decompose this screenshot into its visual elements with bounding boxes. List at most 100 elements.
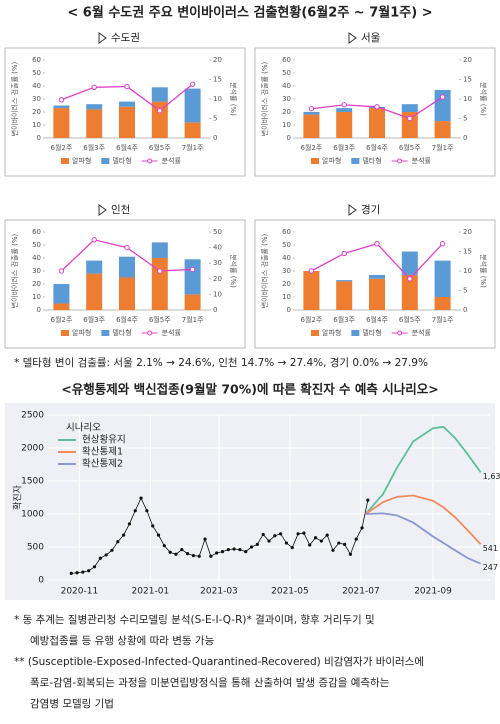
observed-point — [127, 522, 132, 526]
y-tick-label: 10 — [282, 121, 291, 129]
y-tick-label: 500 — [27, 543, 44, 553]
rate-point — [124, 244, 130, 251]
legend-label: 알파형 — [72, 156, 91, 165]
x-tick-label: 7월1주 — [182, 143, 204, 152]
title-marker — [348, 204, 357, 216]
panel-title: 수도권 — [111, 32, 140, 44]
bar-segment — [119, 101, 135, 107]
observed-point — [284, 541, 289, 545]
bar-segment — [434, 297, 451, 310]
observed-point — [75, 571, 79, 575]
x-tick-label: 6월3주 — [333, 315, 355, 324]
x-tick-label: 2021-05 — [271, 587, 309, 597]
y-tick-label: 40 — [282, 254, 291, 262]
observed-line — [71, 497, 369, 574]
bar-segment — [53, 284, 70, 304]
y2-tick-label: 10 — [463, 267, 472, 275]
x-tick-label: 6월4주 — [366, 315, 388, 324]
panel-frame — [4, 219, 246, 349]
bar-segment — [369, 108, 385, 138]
observed-point — [116, 540, 120, 544]
y2-tick-label: 0 — [463, 306, 467, 314]
observed-point — [168, 550, 172, 554]
y-tick-label: 30 — [282, 95, 291, 103]
y-tick-label: 20 — [32, 280, 41, 288]
subtitle: <유행통제와 백신접종(9월말 70%)에 따른 확진자 수 예측 시나리오> — [61, 382, 438, 397]
y-tick-label: 2500 — [21, 411, 44, 421]
y-tick-label: 50 — [32, 69, 41, 77]
observed-point — [238, 548, 242, 552]
observed-point — [360, 526, 364, 530]
bar-segment — [86, 109, 103, 138]
bar-segment — [86, 104, 103, 110]
panel-title: 인천 — [111, 204, 130, 216]
y-tick-label: 50 — [32, 241, 41, 249]
bar-segment — [303, 114, 320, 138]
observed-point — [156, 533, 161, 537]
observed-point — [151, 524, 155, 528]
y2-axis-label: 분석률 (%) — [229, 254, 238, 288]
title-marker — [98, 204, 107, 216]
observed-point — [180, 548, 184, 552]
y-tick-label: 60 — [282, 56, 291, 64]
observed-point — [343, 542, 347, 546]
y-tick-label: 40 — [282, 82, 291, 90]
footnote: 폭로-감염-회복되는 과정을 미분연립방정식을 통해 산출하여 발생 증감을 예… — [30, 676, 390, 689]
x-tick-label: 2021-09 — [414, 587, 452, 597]
bar-segment — [434, 260, 451, 297]
y-tick-label: 0 — [37, 306, 41, 314]
x-tick-label: 6월3주 — [83, 315, 105, 324]
y2-tick-label: 5 — [213, 115, 217, 123]
legend-label: 확산통제2 — [82, 458, 123, 470]
footnote: ** (Susceptible-Exposed-Infected-Quarant… — [14, 656, 424, 668]
observed-point — [279, 532, 283, 536]
bar-segment — [303, 271, 320, 310]
y-axis-label: 변이바이러스 검출률 (%) — [10, 233, 19, 308]
y-tick-label: 10 — [32, 293, 41, 301]
bar-segment — [119, 277, 135, 310]
legend-point — [147, 158, 153, 164]
panel-frame — [5, 403, 495, 600]
scenario-line — [365, 512, 482, 565]
y2-tick-label: 20 — [213, 275, 222, 283]
y2-axis-label: 분석률 (%) — [479, 82, 488, 116]
legend-point — [397, 330, 403, 336]
y2-tick-label: 10 — [213, 290, 222, 298]
rate-point — [58, 97, 65, 103]
x-tick-label: 6월5주 — [399, 315, 421, 324]
y2-tick-label: 10 — [213, 95, 222, 103]
bar-segment — [53, 303, 70, 310]
legend-point — [397, 158, 403, 164]
rate-point — [124, 83, 130, 90]
bar-segment — [53, 108, 70, 138]
x-tick-label: 7월1주 — [182, 315, 204, 324]
legend-label: 델타형 — [362, 156, 381, 165]
end-label: 247 — [483, 563, 498, 572]
x-tick-label: 2021-07 — [342, 587, 380, 597]
bar-segment — [86, 260, 103, 274]
observed-point — [313, 536, 318, 540]
observed-point — [249, 545, 254, 549]
x-tick-label: 6월4주 — [366, 143, 388, 152]
legend-swatch — [351, 158, 360, 164]
scenario-line — [365, 494, 482, 545]
rate-point — [407, 276, 413, 282]
rate-point — [91, 84, 97, 91]
legend-swatch — [351, 330, 360, 336]
y-tick-label: 50 — [282, 69, 291, 77]
observed-point — [366, 498, 370, 502]
observed-point — [81, 570, 85, 574]
legend-point — [147, 330, 153, 336]
legend-swatch — [311, 330, 319, 336]
page-title: < 6월 수도권 주요 변이바이러스 검출현황(6월2주 ~ 7월1주) > — [67, 5, 432, 21]
y-tick-label: 30 — [32, 267, 41, 275]
bar-segment — [151, 242, 168, 258]
title-marker — [348, 32, 357, 44]
rate-point — [308, 268, 315, 274]
y-axis-label: 변이바이러스 검출률 (%) — [260, 233, 269, 308]
rate-point — [91, 237, 97, 243]
bar-segment — [184, 259, 201, 295]
y-tick-label: 30 — [32, 95, 41, 103]
y2-tick-label: 20 — [463, 228, 472, 236]
